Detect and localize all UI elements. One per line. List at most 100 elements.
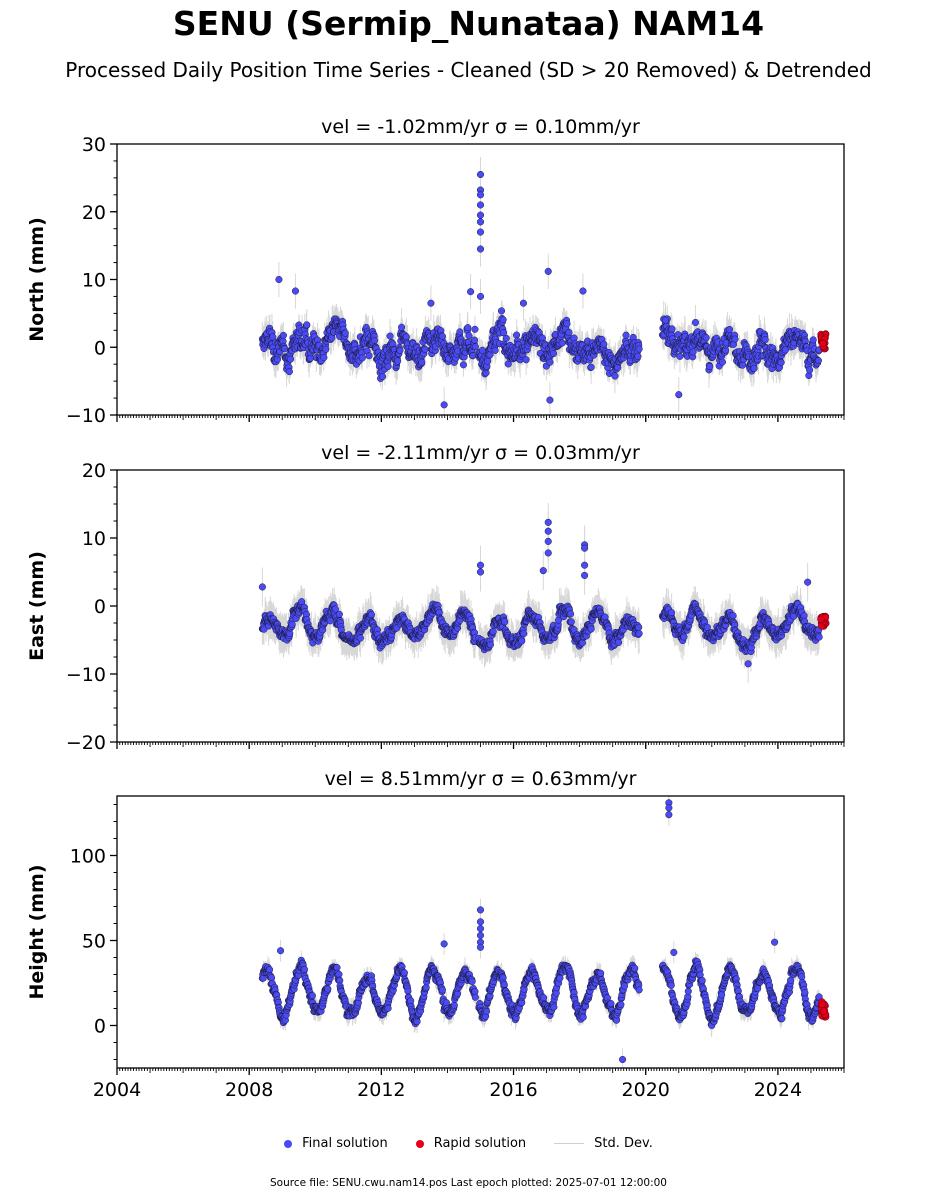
final-solution-point [513, 331, 521, 339]
final-solution-point [702, 334, 710, 342]
final-solution-point [356, 634, 364, 642]
final-solution-point [322, 345, 330, 353]
final-solution-point [486, 351, 494, 359]
final-solution-point [287, 355, 295, 363]
final-solution-point [331, 605, 339, 613]
y-tick-label: 0 [94, 337, 106, 359]
final-solution-point [279, 331, 287, 339]
final-solution-point [614, 364, 622, 372]
final-solution-outlier [546, 396, 554, 404]
final-solution-point [471, 325, 479, 333]
final-solution-point [777, 359, 785, 367]
y-axis-label-east: East (mm) [26, 551, 48, 661]
final-solution-point [691, 318, 699, 327]
final-solution-point [459, 361, 467, 369]
rapid-points-north [817, 330, 830, 353]
final-solution-point [587, 363, 595, 371]
final-solution-point [634, 352, 642, 360]
final-solution-point [358, 354, 366, 362]
y-tick-label: 20 [82, 202, 106, 224]
final-solution-point [781, 346, 789, 354]
final-solution-point [761, 336, 769, 344]
final-solution-point [522, 356, 530, 364]
final-points-east [258, 518, 823, 668]
final-solution-point [379, 373, 387, 381]
final-solution-outlier [476, 245, 485, 253]
final-solution-outlier [275, 275, 283, 284]
final-solution-point [489, 628, 497, 636]
data-layer-east [258, 502, 830, 684]
final-solution-outlier [476, 191, 485, 199]
final-solution-point [731, 335, 739, 343]
final-solution-outlier [519, 299, 528, 307]
final-solution-point [384, 362, 392, 370]
final-solution-point [600, 340, 608, 348]
final-solution-outlier [675, 391, 683, 399]
final-solution-outlier [579, 287, 587, 295]
final-solution-point [497, 307, 506, 315]
final-solution-point [341, 329, 349, 337]
panel-title-east: vel = -2.11mm/yr σ = 0.03mm/yr [321, 442, 640, 464]
y-tick-label: 30 [82, 134, 106, 156]
final-solution-outlier [291, 287, 299, 295]
final-solution-point [386, 332, 394, 340]
final-solution-point [689, 348, 697, 356]
final-solution-outlier [476, 218, 485, 226]
final-solution-point [491, 346, 499, 354]
panel-title-north: vel = -1.02mm/yr σ = 0.10mm/yr [321, 116, 640, 138]
final-solution-point [478, 346, 487, 354]
rapid-solution-point [819, 339, 827, 348]
final-solution-point [739, 361, 747, 369]
final-solution-outlier [467, 288, 475, 296]
y-tick-label: −10 [66, 405, 106, 427]
final-solution-outlier [476, 201, 485, 209]
final-solution-point [469, 352, 477, 360]
figure-subtitle: Processed Daily Position Time Series - C… [65, 58, 872, 82]
final-solution-point [718, 358, 726, 366]
final-solution-point [281, 345, 289, 353]
final-solution-point [456, 328, 464, 336]
final-solution-point [706, 363, 714, 371]
std-dev-bars-north [261, 156, 820, 415]
final-solution-point [396, 346, 404, 354]
final-solution-point [365, 352, 373, 360]
final-solution-outlier [662, 316, 670, 324]
final-solution-point [471, 336, 479, 344]
final-solution-point [438, 332, 446, 340]
final-solution-point [335, 610, 343, 618]
final-solution-point [635, 345, 643, 353]
final-solution-point [320, 353, 328, 362]
final-solution-outlier [476, 211, 485, 219]
panel-north: vel = -1.02mm/yr σ = 0.10mm/yr North (mm)… [26, 116, 845, 427]
final-solution-point [565, 328, 573, 337]
final-solution-point [484, 357, 492, 365]
final-solution-point [486, 641, 494, 649]
final-solution-point [806, 366, 814, 374]
final-solution-point [549, 350, 558, 358]
final-solution-point [725, 325, 734, 334]
final-solution-point [668, 325, 676, 333]
final-solution-point [570, 334, 578, 342]
final-solution-point [421, 345, 429, 353]
final-solution-point [499, 316, 507, 324]
y-axis-label-north: North (mm) [26, 217, 48, 342]
final-solution-point [402, 333, 410, 341]
final-solution-point [465, 332, 473, 340]
final-solution-point [502, 334, 510, 342]
final-solution-point [285, 368, 293, 376]
final-solution-point [558, 339, 566, 347]
final-solution-outlier [476, 170, 485, 179]
final-solution-point [676, 352, 684, 360]
final-solution-point [328, 334, 336, 342]
final-solution-point [611, 372, 619, 380]
final-solution-point [809, 336, 817, 344]
final-solution-outlier [427, 299, 435, 307]
final-solution-outlier [544, 267, 552, 275]
final-solution-point [367, 611, 376, 619]
final-solution-point [418, 358, 426, 366]
data-layer-north [258, 156, 830, 415]
final-points-north [258, 170, 823, 409]
final-solution-outlier [440, 401, 448, 409]
